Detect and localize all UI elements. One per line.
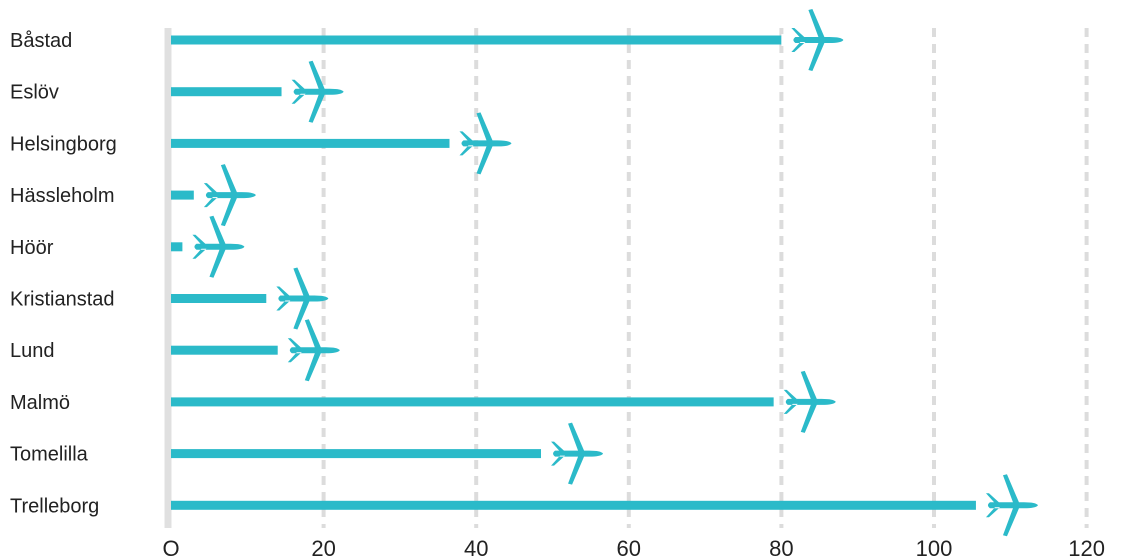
x-tick-label: 40 [464,536,488,560]
bar-malmö [171,397,774,407]
bar-gap [182,240,187,253]
bar-gap [277,344,282,357]
category-label-tomelilla: Tomelilla [10,444,89,466]
bar-lund [171,345,278,355]
x-tick-label: 80 [769,536,793,560]
bar-gap [541,447,546,460]
category-label-höör: Höör [10,237,54,259]
x-tick-labels: O 20 40 60 80 100 120 [162,536,1105,560]
category-label-lund: Lund [10,340,55,362]
airplane-icon [192,215,245,278]
category-label-hässleholm: Hässleholm [10,185,114,207]
bar-trelleborg [171,500,976,510]
category-label-båstad: Båstad [10,30,72,52]
airplane-icon [551,422,604,485]
category-label-trelleborg: Trelleborg [10,495,99,517]
bar-gap [975,499,980,512]
bar-gap [281,85,286,98]
airplane-icon [791,9,844,71]
bar-gap [193,189,198,202]
bar-gap [449,137,454,150]
category-label-helsingborg: Helsingborg [10,133,117,155]
bar-eslöv [171,87,282,97]
x-tick-label: 20 [311,536,335,560]
bar-hässleholm [171,190,194,200]
x-tick-label: 60 [617,536,641,560]
bar-gap [773,395,778,408]
bar-gap [266,292,271,305]
x-tick-label: O [162,536,179,560]
bar-helsingborg [171,138,450,148]
category-labels: Båstad Eslöv Helsingborg Hässleholm Höör Kris… [10,30,117,517]
bar-kristianstad [171,294,267,303]
x-tick-label: 100 [916,536,953,560]
airplane-icon [459,112,512,175]
bar-höör [171,242,183,252]
category-label-eslöv: Eslöv [10,82,59,104]
airplane-icon [287,319,340,382]
bar-gap [781,34,786,46]
airplane-icon [985,474,1038,537]
x-tick-label: 120 [1068,536,1105,560]
airplane-icon [783,370,836,433]
bar-tomelilla [171,449,542,459]
bar-båstad [171,35,782,45]
category-label-kristianstad: Kristianstad [10,289,115,311]
airplane-icon [276,267,329,330]
airplane-icon [291,60,344,123]
bars-layer [171,9,1038,537]
airplane-icon [203,164,256,227]
grid-layer [321,28,1089,528]
category-label-malmö: Malmö [10,392,70,414]
